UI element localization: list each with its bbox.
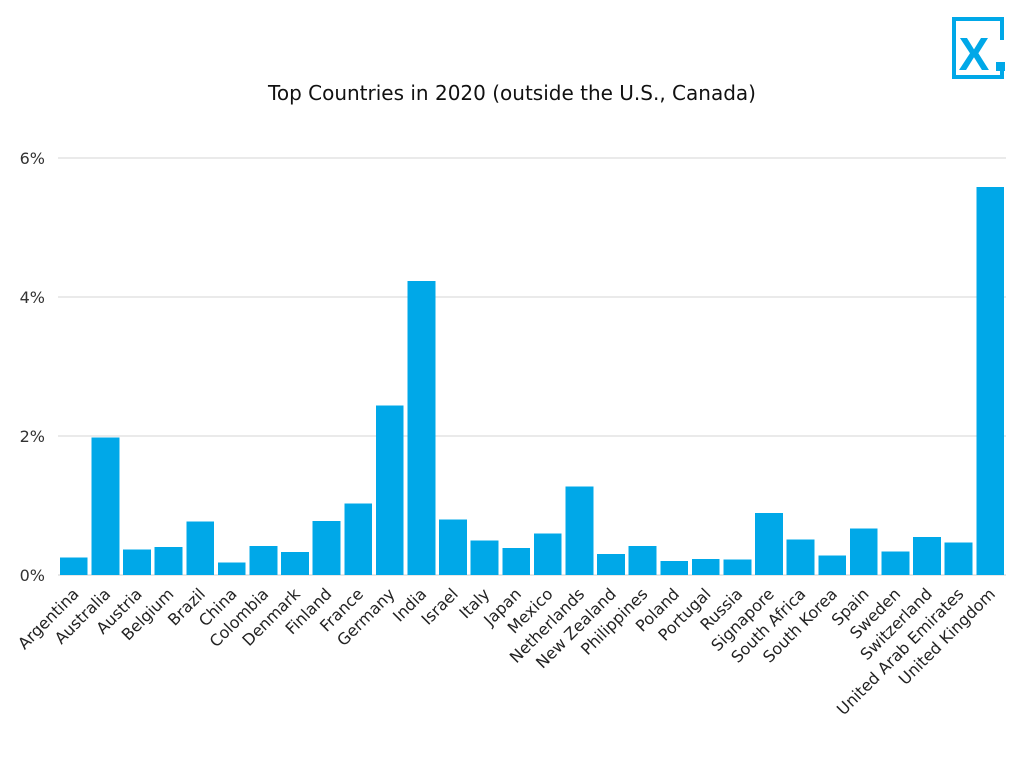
bar-india bbox=[407, 281, 436, 575]
y-tick-label: 6% bbox=[20, 149, 45, 168]
grid-layer bbox=[58, 157, 1006, 576]
bar-sweden bbox=[881, 551, 910, 575]
bar-south-africa bbox=[786, 539, 815, 575]
bar-germany bbox=[375, 405, 404, 575]
bar-china bbox=[217, 562, 246, 575]
bar-netherlands bbox=[565, 486, 594, 575]
bar-signapore bbox=[755, 513, 783, 575]
bar-argentina bbox=[59, 557, 88, 575]
bar-philippines bbox=[628, 545, 657, 575]
bar-new-zealand bbox=[597, 554, 625, 575]
y-axis-ticks: 0% 2% 4% 6% bbox=[20, 149, 45, 585]
chart-title: Top Countries in 2020 (outside the U.S.,… bbox=[267, 81, 756, 105]
bar-united-arab-emirates bbox=[944, 542, 973, 575]
logo-dot bbox=[996, 62, 1005, 71]
y-tick-label: 0% bbox=[20, 566, 45, 585]
bar-brazil bbox=[186, 521, 215, 575]
x-tick-label: Israel bbox=[417, 584, 461, 628]
bar-france bbox=[344, 503, 373, 575]
bar-south-korea bbox=[818, 555, 847, 575]
bar-israel bbox=[439, 519, 467, 575]
bar-united-kingdom bbox=[976, 187, 1005, 575]
bar-russia bbox=[723, 559, 752, 575]
bar-switzerland bbox=[913, 536, 941, 575]
bar-mexico bbox=[533, 533, 562, 575]
bar-poland bbox=[660, 561, 689, 575]
bar-japan bbox=[502, 547, 531, 575]
bar-denmark bbox=[281, 552, 309, 575]
bar-portugal bbox=[691, 559, 720, 575]
bar-finland bbox=[312, 520, 341, 575]
bar-spain bbox=[849, 528, 878, 575]
bar-colombia bbox=[249, 545, 278, 575]
bar-australia bbox=[91, 437, 120, 575]
x-logo-icon: X bbox=[952, 17, 1005, 80]
bars bbox=[59, 187, 1005, 576]
bar-austria bbox=[123, 549, 151, 575]
y-tick-label: 2% bbox=[20, 427, 45, 446]
logo-letter: X bbox=[959, 28, 990, 80]
bar-italy bbox=[470, 540, 499, 576]
bar-belgium bbox=[154, 547, 183, 575]
x-axis-ticks: ArgentinaAustraliaAustriaBelgiumBrazilCh… bbox=[14, 584, 999, 719]
y-tick-label: 4% bbox=[20, 288, 45, 307]
